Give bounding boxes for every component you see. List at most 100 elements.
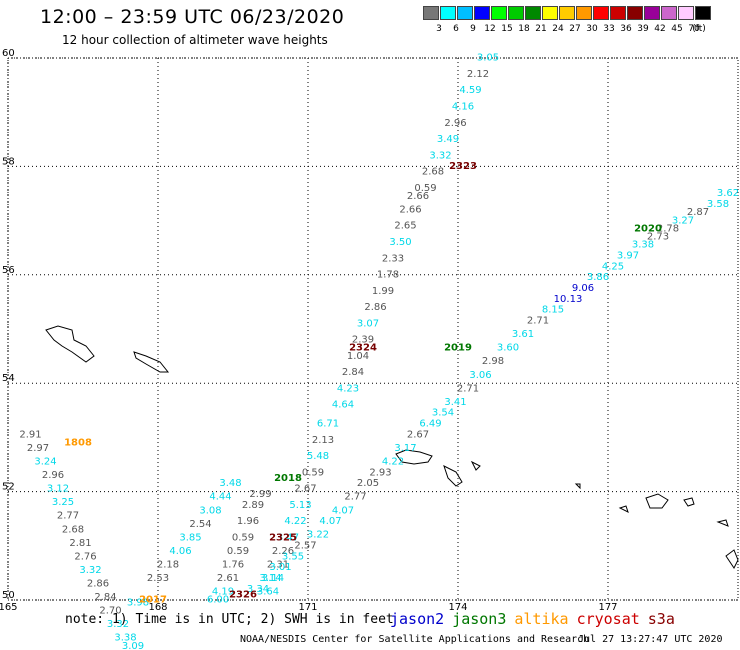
scale-unit: (ft) [692, 24, 706, 34]
wave-height-value: 3.54 [432, 408, 454, 419]
scale-swatch [576, 6, 592, 20]
scale-label: 33 [603, 24, 615, 34]
wave-height-value: 3.47 [277, 532, 299, 543]
pass-id-label: 2324 [349, 343, 377, 354]
wave-height-value: 2.67 [294, 484, 316, 495]
wave-height-value: 3.27 [672, 215, 694, 226]
scale-swatch [593, 6, 609, 20]
wave-height-value: 2.96 [444, 118, 466, 129]
scale-label: 9 [470, 24, 476, 34]
map-subtitle: 12 hour collection of altimeter wave hei… [62, 33, 328, 47]
wave-height-value: 4.44 [209, 492, 231, 503]
scale-label: 24 [552, 24, 564, 34]
legend-jason3: jason3 [452, 610, 507, 628]
wave-height-value: 2.96 [42, 470, 64, 481]
wave-height-value: 3.14 [259, 573, 281, 584]
wave-height-value: 3.07 [357, 318, 379, 329]
scale-swatch [678, 6, 694, 20]
credit-line: NOAA/NESDIS Center for Satellite Applica… [240, 634, 590, 645]
generation-timestamp: Jul 27 13:27:47 UTC 2020 [578, 634, 723, 645]
scale-label: 36 [620, 24, 632, 34]
scale-swatch [559, 6, 575, 20]
wave-height-value: 3.01 [269, 562, 291, 573]
pass-id-label: 2020 [634, 223, 662, 234]
wave-height-value: 2.77 [344, 492, 366, 503]
wave-height-value: 2.97 [27, 443, 49, 454]
wave-height-value: 2.13 [312, 435, 334, 446]
wave-height-value: 2.12 [467, 69, 489, 80]
wave-height-value: 3.50 [389, 237, 411, 248]
longitude-tick-label: 177 [598, 602, 617, 613]
wave-height-value: 2.78 [657, 223, 679, 234]
scale-swatch [457, 6, 473, 20]
coastline-island [716, 519, 729, 527]
wave-height-value: 2.81 [69, 538, 91, 549]
wave-height-value: 2.54 [189, 519, 211, 530]
coastline-island [395, 449, 433, 465]
wave-height-value: 4.07 [332, 505, 354, 516]
wave-height-value: 3.61 [512, 329, 534, 340]
wave-height-value: 2.67 [407, 429, 429, 440]
wave-height-value: 4.59 [459, 85, 481, 96]
wave-height-value: 3.98 [127, 597, 149, 608]
scale-label: 27 [569, 24, 581, 34]
wave-height-value: 3.97 [617, 251, 639, 262]
map-title: 12:00 – 23:59 UTC 06/23/2020 [40, 6, 345, 28]
wave-height-value: 1.04 [347, 351, 369, 362]
wave-height-value: 2.89 [242, 500, 264, 511]
longitude-tick-label: 165 [0, 602, 18, 613]
wave-height-value: 3.60 [497, 343, 519, 354]
wave-height-value: 3.85 [179, 532, 201, 543]
wave-height-value: 2.99 [249, 489, 271, 500]
wave-height-value: 3.38 [114, 633, 136, 644]
wave-height-value: 2.68 [62, 524, 84, 535]
wave-height-value: 3.17 [394, 443, 416, 454]
wave-height-value: 4.23 [337, 383, 359, 394]
wave-height-value: 3.86 [587, 272, 609, 283]
latitude-tick-label: 50 [2, 590, 15, 601]
wave-height-value: 2.53 [147, 573, 169, 584]
wave-height-value: 1.99 [372, 286, 394, 297]
wave-height-value: 2.91 [19, 429, 41, 440]
pass-id-label: 2325 [269, 532, 297, 543]
coastline-island [725, 549, 739, 569]
legend-altika: altika [514, 610, 569, 628]
coastline-island [45, 325, 95, 363]
pass-id-label: 1808 [64, 438, 92, 449]
wave-height-value: 4.19 [212, 587, 234, 598]
wave-height-value: 3.14 [262, 573, 284, 584]
wave-height-value: 2.05 [357, 478, 379, 489]
coastline-island [133, 351, 170, 373]
wave-height-value: 2.65 [394, 221, 416, 232]
pass-id-label: 2326 [229, 589, 257, 600]
scale-swatch [542, 6, 558, 20]
wave-height-value: 3.06 [469, 370, 491, 381]
longitude-tick-label: 174 [448, 602, 467, 613]
pass-id-label: 2018 [274, 473, 302, 484]
scale-label: 30 [586, 24, 598, 34]
coastline-island [443, 465, 463, 487]
longitude-tick-label: 168 [148, 602, 167, 613]
wave-height-value: 1.96 [237, 516, 259, 527]
scale-swatch [525, 6, 541, 20]
scale-swatch [474, 6, 490, 20]
wave-height-value: 6.00 [207, 595, 229, 606]
wave-height-value: 3.55 [282, 551, 304, 562]
pass-id-label: 2019 [444, 343, 472, 354]
wave-height-value: 2.68 [422, 167, 444, 178]
scale-swatch [695, 6, 711, 20]
pass-id-label: 2017 [139, 595, 167, 606]
wave-height-value: 3.58 [707, 199, 729, 210]
wave-height-value: 3.49 [437, 134, 459, 145]
wave-height-value: 3.32 [429, 150, 451, 161]
scale-label: 12 [484, 24, 496, 34]
coastline-island [683, 497, 695, 507]
wave-height-value: 2.39 [352, 335, 374, 346]
scale-swatch [491, 6, 507, 20]
satellite-legend: jason2 jason3 altika cryosat s3a [390, 610, 683, 628]
wave-height-value: 3.64 [257, 587, 279, 598]
wave-height-value: 2.61 [217, 573, 239, 584]
wave-height-value: 3.41 [444, 397, 466, 408]
wave-height-value: 5.13 [289, 500, 311, 511]
latitude-tick-label: 60 [2, 48, 15, 59]
